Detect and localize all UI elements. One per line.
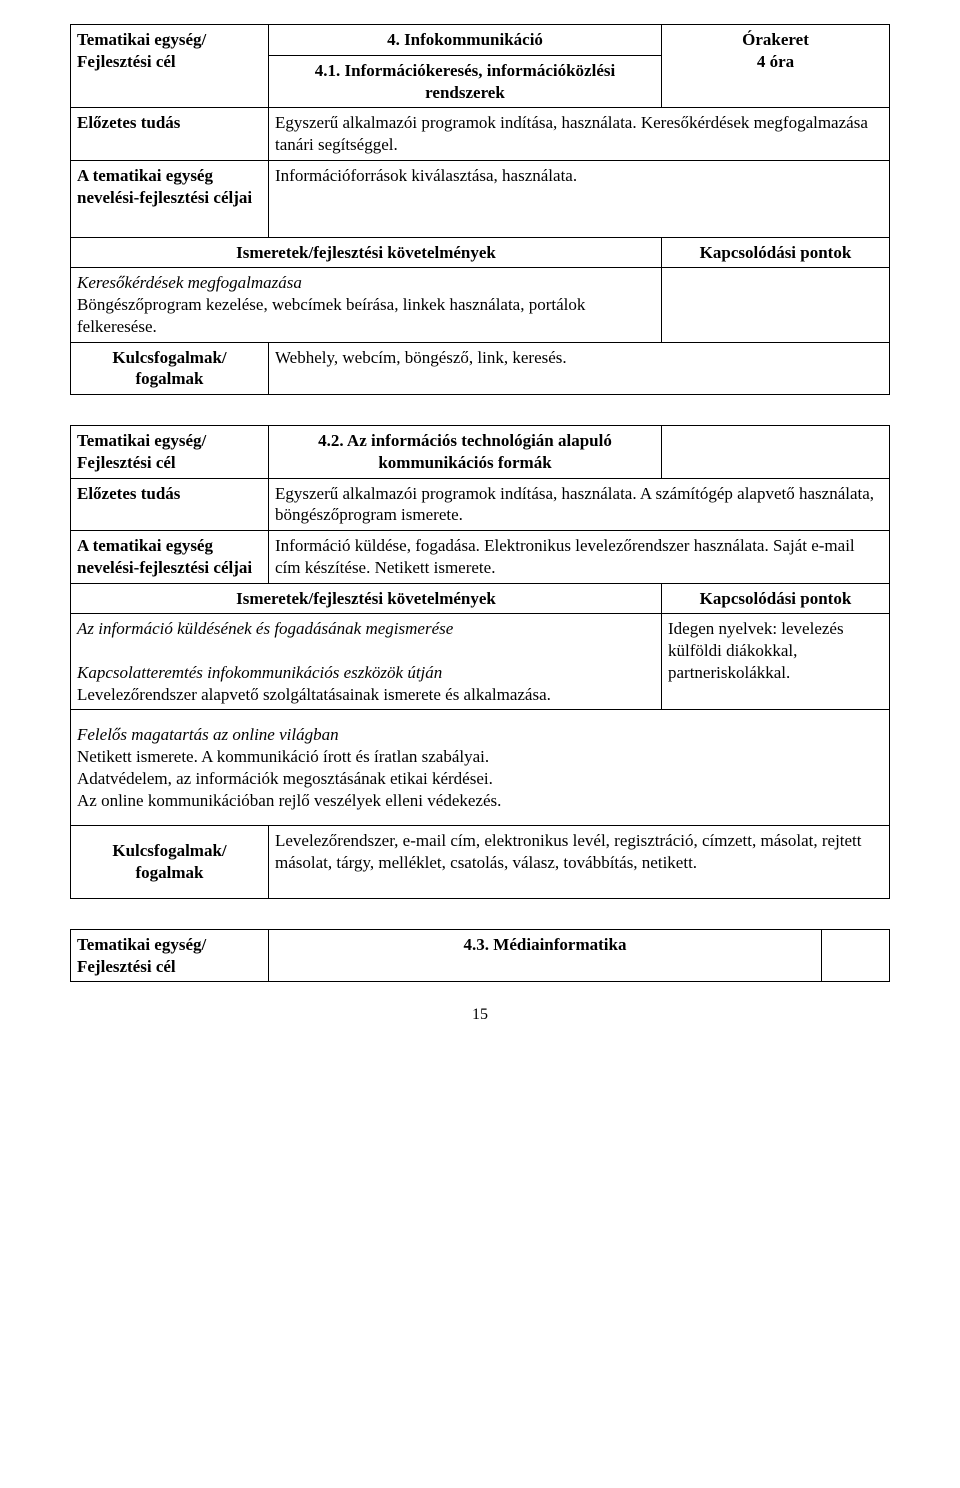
hours-label: Órakeret: [742, 30, 809, 49]
curriculum-table-4: Tematikai egység/ Fejlesztési cél 4. Inf…: [70, 24, 890, 395]
section-title: 4.3. Médiainformatika: [269, 929, 822, 982]
curriculum-table-4-3: Tematikai egység/ Fejlesztési cél 4.3. M…: [70, 929, 890, 983]
prior-knowledge-label: Előzetes tudás: [71, 108, 269, 161]
section-title: 4. Infokommunikáció: [269, 25, 662, 56]
requirement-topic-1: Az információ küldésének és fogadásának …: [77, 619, 453, 638]
empty-hours-cell: [822, 929, 890, 982]
keywords-text: Webhely, webcím, böngésző, link, keresés…: [269, 342, 890, 395]
requirement-line-2: Adatvédelem, az információk megosztásána…: [77, 769, 493, 788]
connections-header: Kapcsolódási pontok: [662, 237, 890, 268]
goals-text: Információ küldése, fogadása. Elektronik…: [269, 531, 890, 584]
prior-knowledge-label: Előzetes tudás: [71, 478, 269, 531]
requirement-line-1: Netikett ismerete. A kommunikáció írott …: [77, 747, 489, 766]
connections-text: Idegen nyelvek: levelezés külföldi diáko…: [662, 614, 890, 710]
requirement-topic: Keresőkérdések megfogalmazása: [77, 273, 302, 292]
unit-label: Tematikai egység/ Fejlesztési cél: [71, 426, 269, 479]
requirement-line-3: Az online kommunikációban rejlő veszélye…: [77, 791, 501, 810]
keywords-text: Levelezőrendszer, e-mail cím, elektronik…: [269, 826, 890, 899]
keywords-label: Kulcsfogalmak/ fogalmak: [71, 342, 269, 395]
requirement-body: Böngészőprogram kezelése, webcímek beírá…: [77, 295, 585, 336]
section-title: 4.2. Az információs technológián alapuló…: [269, 426, 662, 479]
goals-text: Információforrások kiválasztása, használ…: [269, 160, 890, 237]
goals-label: A tematikai egység nevelési-fejlesztési …: [71, 160, 269, 237]
requirements-row-2: Felelős magatartás az online világban Ne…: [71, 710, 890, 826]
prior-knowledge-text: Egyszerű alkalmazói programok indítása, …: [269, 478, 890, 531]
requirements-header: Ismeretek/fejlesztési követelmények: [71, 583, 662, 614]
hours-cell: Órakeret 4 óra: [662, 25, 890, 108]
requirements-cell: Az információ küldésének és fogadásának …: [71, 614, 662, 710]
requirement-topic-2: Kapcsolatteremtés infokommunikációs eszk…: [77, 663, 442, 682]
requirement-topic-3: Felelős magatartás az online világban: [77, 725, 339, 744]
empty-hours-cell: [662, 426, 890, 479]
keywords-label: Kulcsfogalmak/ fogalmak: [71, 826, 269, 899]
hours-value: 4 óra: [757, 52, 794, 71]
curriculum-table-4-2: Tematikai egység/ Fejlesztési cél 4.2. A…: [70, 425, 890, 899]
requirements-header: Ismeretek/fejlesztési követelmények: [71, 237, 662, 268]
connections-cell: [662, 268, 890, 342]
unit-label: Tematikai egység/ Fejlesztési cél: [71, 25, 269, 108]
prior-knowledge-text: Egyszerű alkalmazói programok indítása, …: [269, 108, 890, 161]
requirement-body-2: Levelezőrendszer alapvető szolgáltatásai…: [77, 685, 551, 704]
requirements-cell: Keresőkérdések megfogalmazása Böngészőpr…: [71, 268, 662, 342]
unit-label: Tematikai egység/ Fejlesztési cél: [71, 929, 269, 982]
connections-header: Kapcsolódási pontok: [662, 583, 890, 614]
page-number: 15: [70, 1006, 890, 1024]
subsection-title: 4.1. Információkeresés, információközlés…: [269, 55, 662, 108]
goals-label: A tematikai egység nevelési-fejlesztési …: [71, 531, 269, 584]
